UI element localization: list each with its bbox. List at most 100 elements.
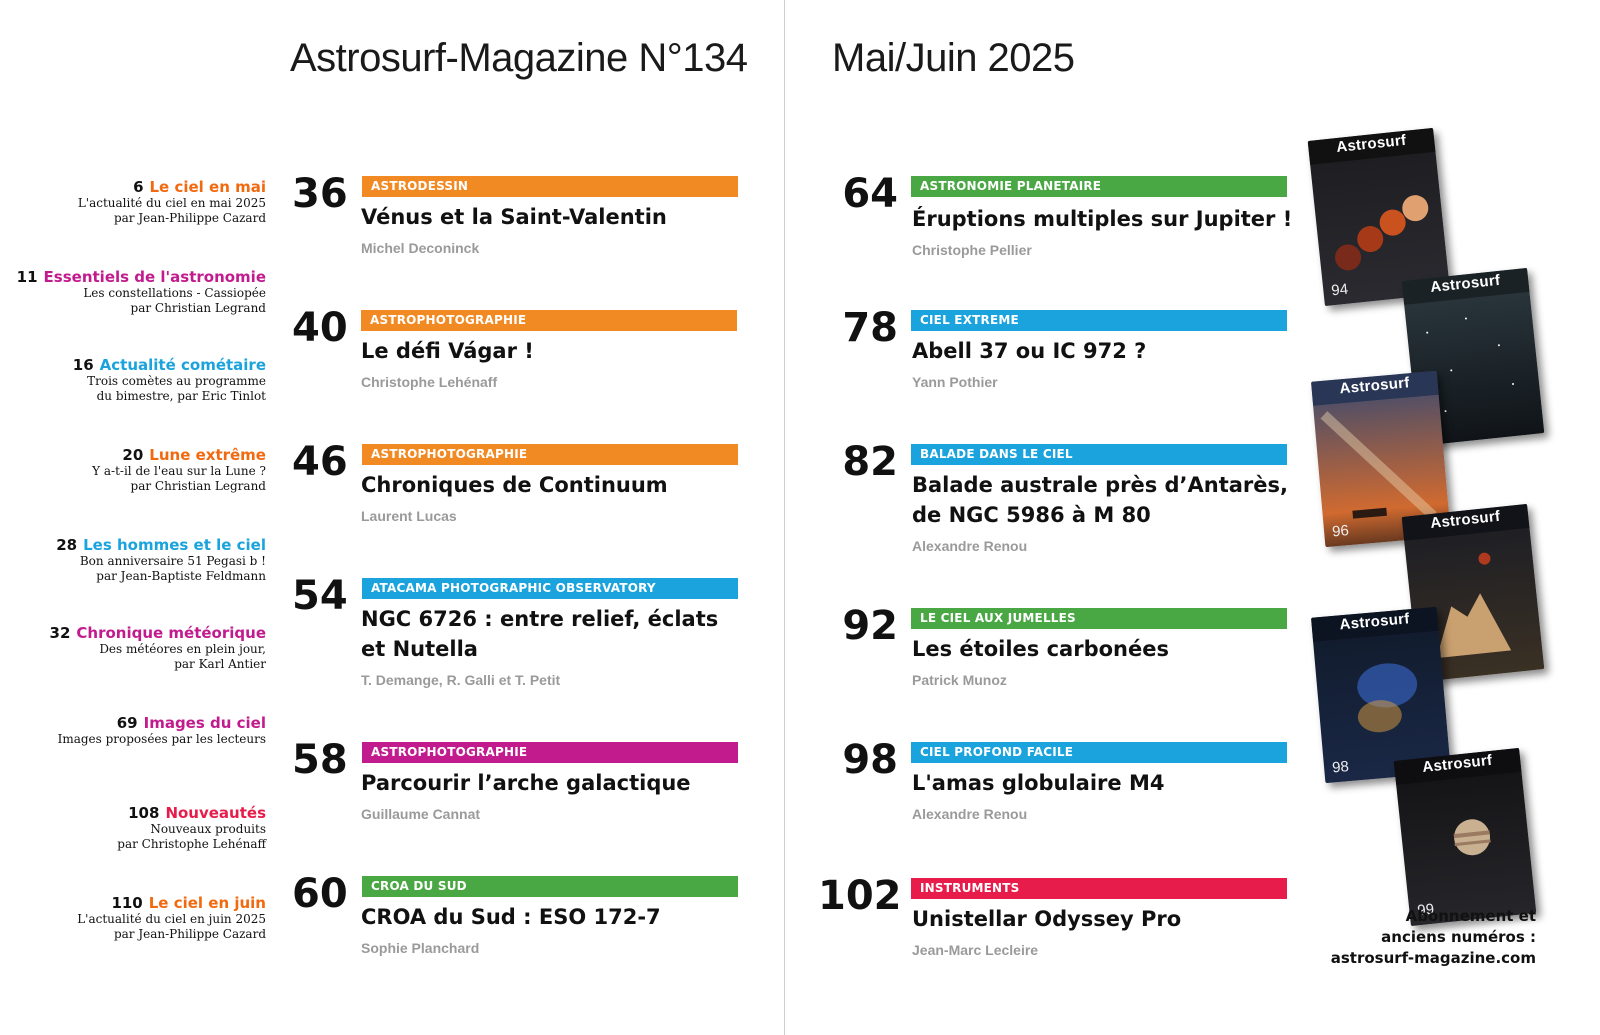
sidebar-page: 6 (133, 178, 144, 196)
article[interactable]: 64 ASTRONOMIE PLANETAIRE Éruptions multi… (818, 172, 1298, 296)
article-category: ASTROPHOTOGRAPHIE (362, 742, 738, 763)
cover-issue-number: 98 (1331, 758, 1350, 777)
article[interactable]: 58 ASTROPHOTOGRAPHIE Parcourir l’arche g… (292, 738, 772, 862)
article[interactable]: 40 ASTROPHOTOGRAPHIE Le défi Vágar ! Chr… (292, 306, 772, 430)
sidebar-item[interactable]: 32 Chronique météorique Des météores en p… (0, 624, 266, 672)
article-title-line: CROA du Sud : ESO 172-7 (361, 905, 661, 929)
article-author: Christophe Pellier (912, 242, 1032, 258)
article-title: NGC 6726 : entre relief, éclats et Nutel… (361, 604, 718, 695)
sidebar-title: Chronique météorique (76, 624, 266, 642)
article-title: CROA du Sud : ESO 172-7 Sophie Planchard (361, 902, 661, 963)
article-title: Les étoiles carbonées Patrick Munoz (912, 634, 1169, 695)
nebula-image (1313, 631, 1451, 783)
jupiter-image (1396, 772, 1536, 926)
article-author: Alexandre Renou (912, 538, 1028, 554)
issue-date: Mai/Juin 2025 (832, 36, 1075, 80)
sidebar-page: 11 (16, 268, 38, 286)
sidebar-page: 28 (56, 536, 78, 554)
sidebar-desc: L'actualité du ciel en mai 2025 (77, 196, 266, 210)
article[interactable]: 78 CIEL EXTREME Abell 37 ou IC 972 ? Yan… (818, 306, 1298, 430)
page-divider (784, 0, 785, 1035)
sidebar-desc: Bon anniversaire 51 Pegasi b ! (79, 554, 266, 568)
article-title-line: Le défi Vágar ! (361, 339, 534, 363)
sidebar-item[interactable]: 28 Les hommes et le ciel Bon anniversaire… (0, 536, 266, 584)
article-title-line: Parcourir l’arche galactique (361, 771, 691, 795)
article-page: 58 (292, 737, 348, 783)
article[interactable]: 46 ASTROPHOTOGRAPHIE Chroniques de Conti… (292, 440, 772, 564)
article-category: CIEL PROFOND FACILE (911, 742, 1287, 763)
sidebar-desc: par Christophe Lehénaff (117, 837, 266, 851)
sidebar-item[interactable]: 108 Nouveautés Nouveaux produits par Chri… (0, 804, 266, 852)
sidebar-desc: par Jean-Philippe Cazard (113, 211, 266, 225)
article[interactable]: 92 LE CIEL AUX JUMELLES Les étoiles carb… (818, 604, 1298, 728)
magazine-cover[interactable]: Astrosurf 98 (1311, 606, 1451, 784)
article-page: 40 (292, 305, 348, 351)
sidebar-page: 110 (111, 894, 143, 912)
article-page: 92 (842, 603, 898, 649)
article-author: T. Demange, R. Galli et T. Petit (361, 672, 561, 688)
sidebar-title: Le ciel en juin (148, 894, 266, 912)
sidebar-desc: par Karl Antier (174, 657, 266, 671)
magazine-cover[interactable]: Astrosurf 96 (1311, 370, 1451, 548)
article-title-line: de NGC 5986 à M 80 (912, 503, 1151, 527)
article-category: LE CIEL AUX JUMELLES (911, 608, 1287, 629)
sidebar-title: Actualité cométaire (99, 356, 266, 374)
article-category: ASTROPHOTOGRAPHIE (362, 444, 738, 465)
article[interactable]: 82 BALADE DANS LE CIEL Balade australe p… (818, 440, 1298, 564)
subscription-url[interactable]: astrosurf-magazine.com (1330, 949, 1536, 967)
sidebar-item[interactable]: 6 Le ciel en mai L'actualité du ciel en m… (0, 178, 266, 226)
magazine-title: Astrosurf-Magazine N°134 (290, 36, 748, 80)
article-title: Chroniques de Continuum Laurent Lucas (361, 470, 668, 531)
sidebar-desc: par Christian Legrand (130, 301, 266, 315)
article-author: Alexandre Renou (912, 806, 1028, 822)
sidebar-page: 20 (122, 446, 144, 464)
article-author: Yann Pothier (912, 374, 998, 390)
sidebar-page: 108 (128, 804, 160, 822)
article-author: Patrick Munoz (912, 672, 1007, 688)
article-title-line: L'amas globulaire M4 (912, 771, 1165, 795)
magazine-cover[interactable]: Astrosurf 95 (1401, 267, 1545, 447)
article-title-line: Abell 37 ou IC 972 ? (912, 339, 1147, 363)
magazine-cover[interactable]: Astrosurf 94 (1307, 127, 1451, 307)
article-title: Balade australe près d’Antarès, de NGC 5… (912, 470, 1288, 561)
article-category: INSTRUMENTS (911, 878, 1287, 899)
article-page: 54 (292, 573, 348, 619)
sidebar-item[interactable]: 69 Images du ciel Images proposées par le… (0, 714, 266, 747)
article-title-line: NGC 6726 : entre relief, éclats (361, 607, 719, 631)
article[interactable]: 36 ASTRODESSIN Vénus et la Saint-Valenti… (292, 172, 772, 296)
article[interactable]: 54 ATACAMA PHOTOGRAPHIC OBSERVATORY NGC … (292, 574, 772, 698)
sidebar-item[interactable]: 110 Le ciel en juin L'actualité du ciel e… (0, 894, 266, 942)
article-title-line: Éruptions multiples sur Jupiter ! (912, 207, 1293, 231)
article[interactable]: 102 INSTRUMENTS Unistellar Odyssey Pro J… (818, 874, 1298, 998)
sidebar-item[interactable]: 16 Actualité cométaire Trois comètes au p… (0, 356, 266, 404)
article-title-line: Chroniques de Continuum (361, 473, 668, 497)
sidebar-desc: Images proposées par les lecteurs (57, 732, 266, 746)
subscription-info[interactable]: Abonnement et anciens numéros : astrosur… (1331, 906, 1536, 969)
sidebar-desc: par Jean-Philippe Cazard (113, 927, 266, 941)
sidebar-page: 16 (72, 356, 94, 374)
sidebar-title: Le ciel en mai (149, 178, 267, 196)
article-title: L'amas globulaire M4 Alexandre Renou (912, 768, 1164, 829)
magazine-cover[interactable]: Astrosurf 97 (1401, 503, 1545, 683)
sidebar-title: Les hommes et le ciel (83, 536, 266, 554)
sidebar-desc: L'actualité du ciel en juin 2025 (77, 912, 266, 926)
magazine-cover[interactable]: Astrosurf 99 (1393, 747, 1537, 927)
article-page: 64 (842, 171, 898, 217)
article-author: Jean-Marc Lecleire (912, 942, 1039, 958)
article-title-line: Unistellar Odyssey Pro (912, 907, 1182, 931)
article-page: 102 (818, 873, 902, 919)
sidebar-item[interactable]: 20 Lune extrême Y a-t-il de l'eau sur la … (0, 446, 266, 494)
cover-issue-number: 94 (1330, 280, 1349, 300)
sidebar-desc: Des météores en plein jour, (99, 642, 266, 656)
article-title: Vénus et la Saint-Valentin Michel Deconi… (361, 202, 667, 263)
article[interactable]: 60 CROA DU SUD CROA du Sud : ESO 172-7 S… (292, 872, 772, 996)
sidebar-title: Images du ciel (143, 714, 266, 732)
sidebar-item[interactable]: 11 Essentiels de l'astronomie Les constel… (0, 268, 266, 316)
subscription-line: anciens numéros : (1381, 928, 1536, 946)
article-title: Le défi Vágar ! Christophe Lehénaff (361, 336, 534, 397)
article[interactable]: 98 CIEL PROFOND FACILE L'amas globulaire… (818, 738, 1298, 862)
article-category: CROA DU SUD (362, 876, 738, 897)
cover-issue-number: 96 (1331, 522, 1350, 541)
article-author: Christophe Lehénaff (361, 374, 498, 390)
starfield-image (1404, 292, 1544, 446)
